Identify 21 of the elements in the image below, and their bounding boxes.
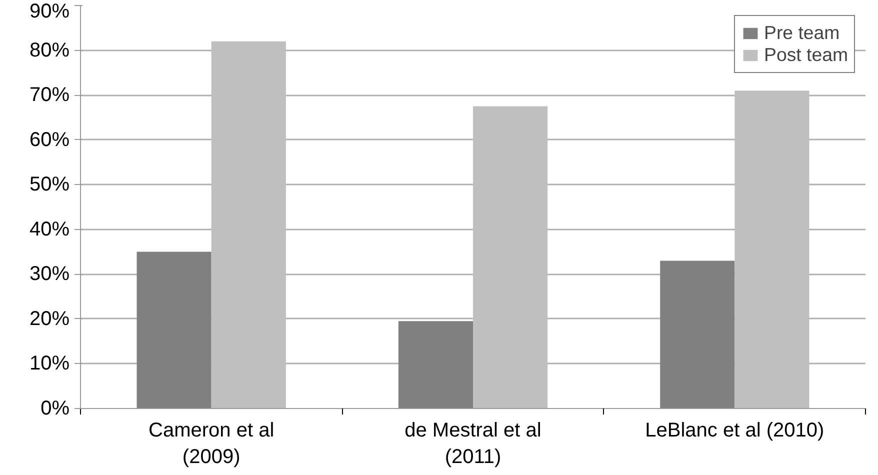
- y-tick-label: 10%: [29, 352, 70, 375]
- y-tick-label: 90%: [29, 0, 70, 22]
- bar: [734, 90, 810, 408]
- x-tick-label: de Mestral et al (2011): [404, 420, 542, 468]
- y-tick-label: 60%: [29, 128, 70, 151]
- legend-label: Post team: [764, 44, 848, 66]
- y-tick-label: 0%: [40, 398, 70, 420]
- legend-label: Pre team: [764, 22, 840, 44]
- bar: [660, 260, 735, 408]
- y-tick-label: 40%: [29, 218, 70, 240]
- x-tick-label: Cameron et al (2009): [148, 420, 274, 468]
- x-tick-label: LeBlanc et al (2010): [645, 420, 824, 442]
- bar: [473, 106, 548, 408]
- bar: [136, 252, 212, 408]
- y-tick-label: 30%: [29, 263, 70, 286]
- y-tick-label: 20%: [29, 308, 70, 330]
- y-tick-label: 80%: [29, 39, 70, 62]
- y-tick-label: 50%: [29, 174, 70, 196]
- bar: [211, 41, 286, 408]
- y-tick-label: 70%: [29, 84, 70, 106]
- bar: [398, 321, 473, 408]
